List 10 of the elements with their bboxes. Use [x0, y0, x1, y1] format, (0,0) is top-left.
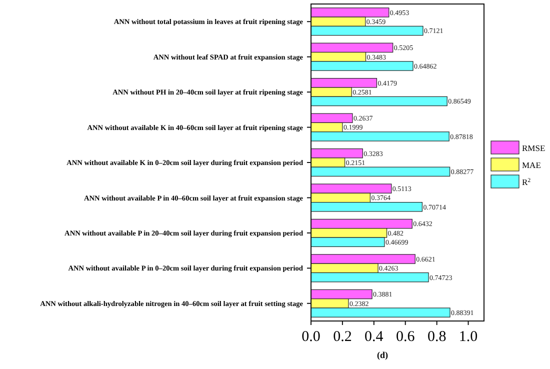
legend-label: RMSE	[522, 142, 546, 153]
x-tick-label: 1.0	[458, 329, 478, 345]
legend-label: R$^{2}$	[522, 176, 531, 187]
x-tick-label: 0.8	[427, 329, 446, 345]
x-tick-label: 0.2	[333, 329, 352, 345]
legend-label: MAE	[522, 160, 541, 170]
x-tick-label: 0.6	[396, 329, 416, 345]
text: (d)	[377, 350, 388, 360]
x-tick-label: 0.0	[302, 329, 320, 345]
x-tick-label: 0.4	[364, 329, 384, 345]
